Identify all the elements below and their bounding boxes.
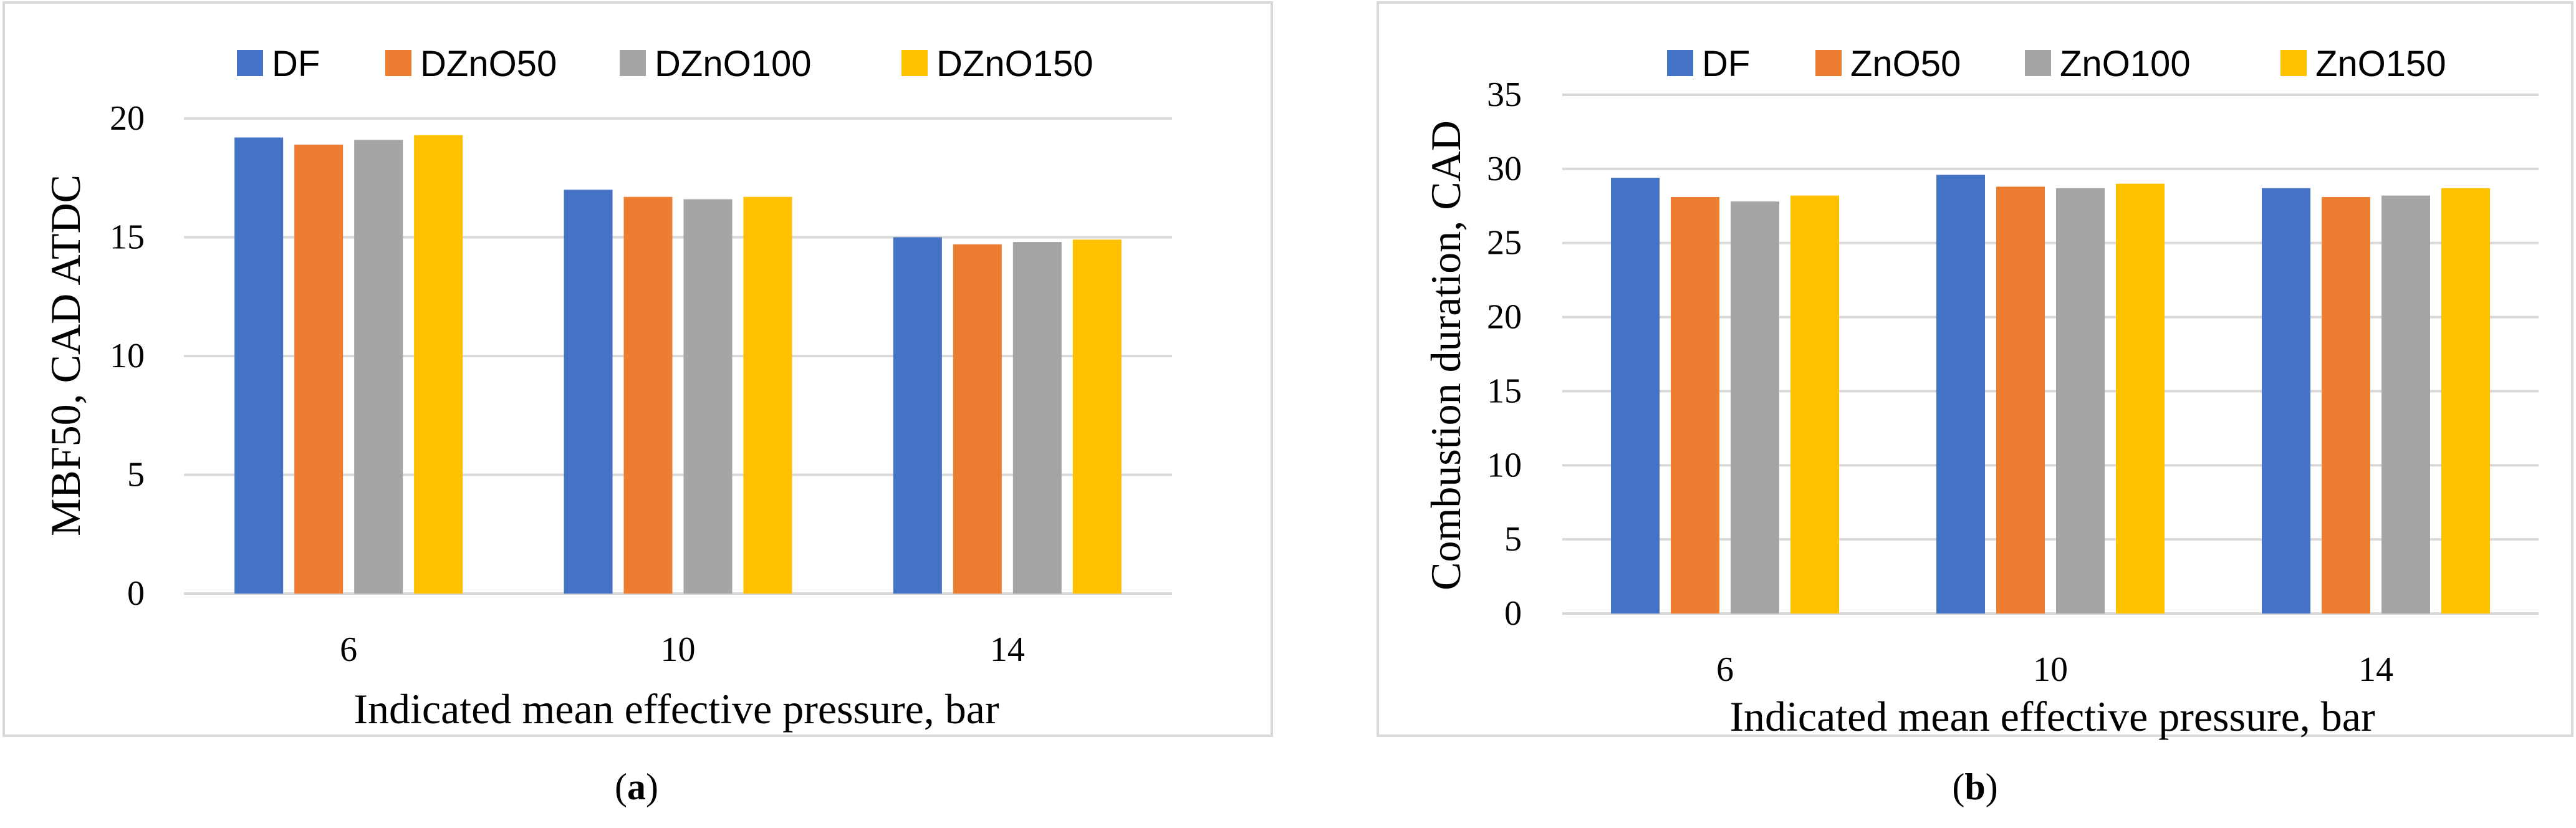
y-tick-label: 0 xyxy=(127,574,145,613)
x-tick-label: 6 xyxy=(1716,650,1734,689)
bar-dzno50-6 xyxy=(294,144,344,594)
y-tick-label: 25 xyxy=(1487,224,1522,262)
x-axis-title: Indicated mean effective pressure, bar xyxy=(1729,693,2375,740)
bar-zno50-6 xyxy=(1671,197,1719,614)
bar-df-14 xyxy=(893,237,942,594)
legend-label-zno100: ZnO100 xyxy=(2060,44,2191,84)
legend-swatch-dzno50 xyxy=(385,50,411,76)
y-tick-label: 15 xyxy=(1487,372,1522,410)
y-tick-label: 15 xyxy=(110,218,145,257)
x-tick-label: 10 xyxy=(661,630,696,669)
caption-a-letter: a xyxy=(627,766,646,807)
y-tick-label: 5 xyxy=(127,456,145,494)
legend-swatch-zno50 xyxy=(1815,50,1842,76)
y-tick-label: 10 xyxy=(110,337,145,375)
bar-df-6 xyxy=(1611,178,1660,614)
caption-b-letter: b xyxy=(1964,766,1986,807)
legend-label-dzno50: DZnO50 xyxy=(420,44,557,84)
legend-label-dzno150: DZnO150 xyxy=(936,44,1093,84)
chart-frame-a xyxy=(2,1,1273,737)
legend-swatch-df xyxy=(1667,50,1693,76)
y-axis-title: MBF50, CAD ATDC xyxy=(42,175,89,536)
chart-b: 0 5 10 15 20 25 30 35 6 10 14 Indicated mean effect… xyxy=(1422,44,2539,740)
legend-label-df: DF xyxy=(1702,44,1750,84)
legend-swatch-zno150 xyxy=(2280,50,2307,76)
y-tick-label: 30 xyxy=(1487,150,1522,188)
x-axis-title: Indicated mean effective pressure, bar xyxy=(353,685,999,733)
legend-swatch-zno100 xyxy=(2025,50,2051,76)
bar-df-10 xyxy=(1936,175,1985,614)
legend-label-zno50: ZnO50 xyxy=(1850,44,1961,84)
bar-df-6 xyxy=(234,137,284,594)
bar-df-10 xyxy=(564,190,613,594)
y-tick-label: 20 xyxy=(1487,298,1522,337)
y-tick-label: 20 xyxy=(110,99,145,138)
bar-zno100-10 xyxy=(2056,188,2105,614)
bar-dzno150-6 xyxy=(414,135,463,594)
bar-dzno100-10 xyxy=(683,199,733,594)
bar-dzno100-14 xyxy=(1012,242,1062,594)
legend-label-dzno100: DZnO100 xyxy=(655,44,811,84)
caption-b: (b) xyxy=(1952,766,1998,807)
bar-zno50-14 xyxy=(2322,197,2370,614)
x-tick-label: 14 xyxy=(990,630,1025,669)
legend-label-df: DF xyxy=(272,44,320,84)
bar-dzno150-10 xyxy=(743,196,792,594)
y-tick-label: 35 xyxy=(1487,75,1522,114)
legend-swatch-dzno150 xyxy=(901,50,928,76)
bar-zno100-14 xyxy=(2381,195,2430,614)
legend-label-zno150: ZnO150 xyxy=(2315,44,2446,84)
bar-dzno50-14 xyxy=(953,244,1002,594)
bar-dzno50-10 xyxy=(623,196,673,594)
bar-dzno100-6 xyxy=(354,140,403,594)
bar-df-14 xyxy=(2262,188,2310,614)
bar-zno100-6 xyxy=(1731,201,1779,614)
y-tick-label: 0 xyxy=(1504,594,1522,633)
x-tick-label: 6 xyxy=(340,630,357,669)
caption-a: (a) xyxy=(615,766,658,807)
panel-b: 0 5 10 15 20 25 30 35 6 10 14 Indicated mean effect… xyxy=(1288,0,2576,828)
bar-zno50-10 xyxy=(1996,186,2045,614)
bar-zno150-14 xyxy=(2441,188,2490,614)
y-axis-title: Combustion duration, CAD xyxy=(1422,120,1469,590)
chart-a: 0 5 10 15 20 6 10 14 Indicated mean effective pr… xyxy=(42,44,1172,733)
y-tick-label: 10 xyxy=(1487,446,1522,484)
legend-swatch-df xyxy=(237,50,263,76)
bar-zno150-6 xyxy=(1790,195,1839,614)
chart-frame-b xyxy=(1377,1,2574,737)
panel-a: 0 5 10 15 20 6 10 14 Indicated mean effective pr… xyxy=(2,1,1273,807)
y-tick-label: 5 xyxy=(1504,520,1522,559)
x-tick-label: 14 xyxy=(2358,650,2393,689)
x-tick-label: 10 xyxy=(2033,650,2068,689)
bar-zno150-10 xyxy=(2116,183,2165,614)
bar-dzno150-14 xyxy=(1072,239,1122,594)
legend-swatch-dzno100 xyxy=(620,50,646,76)
